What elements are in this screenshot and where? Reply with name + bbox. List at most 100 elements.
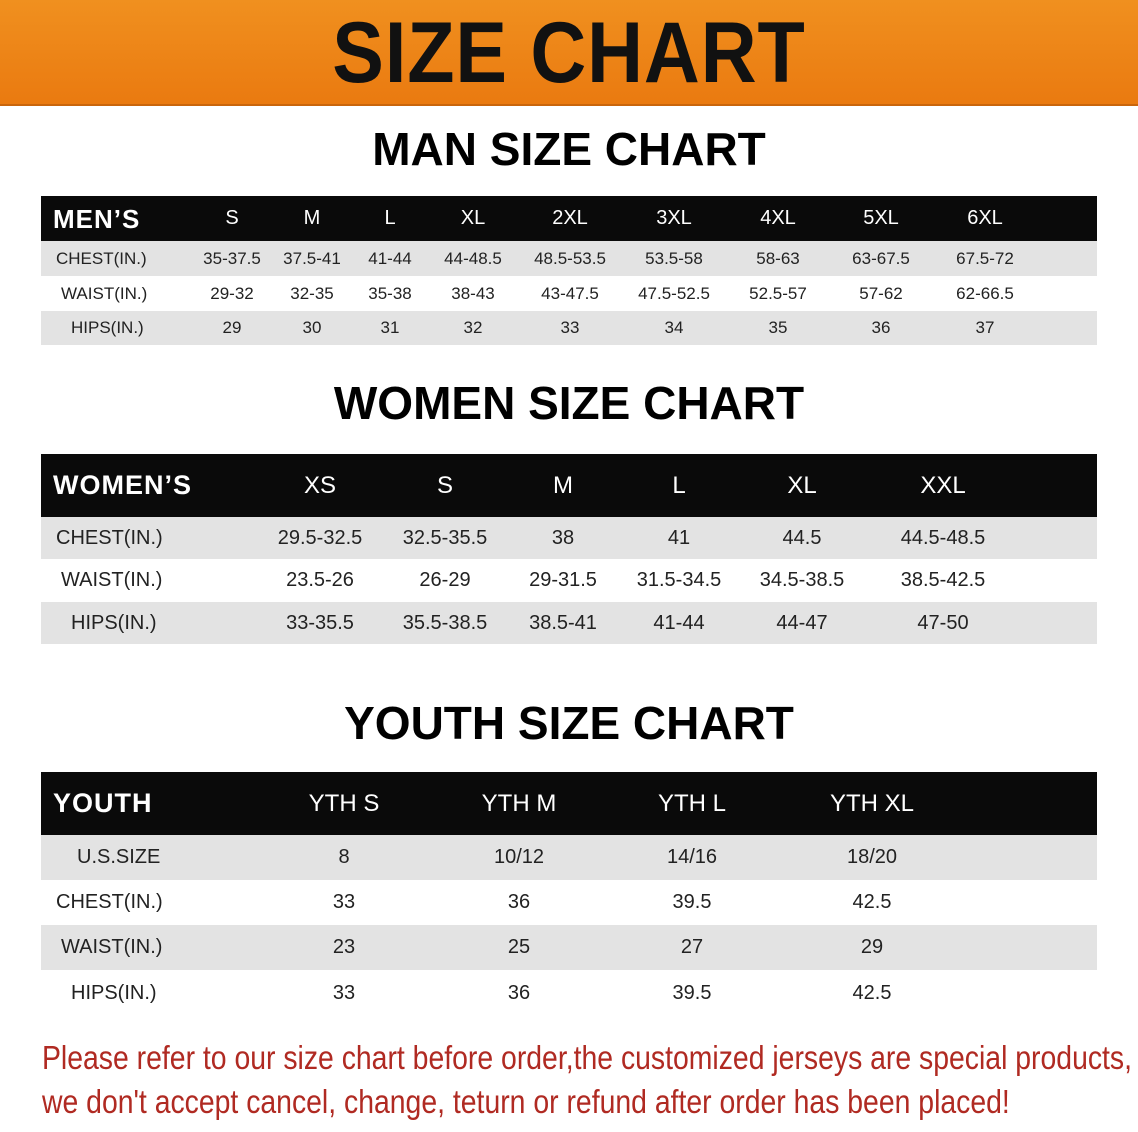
table-cell: 29.5-32.5 — [277, 526, 363, 549]
row-label: CHEST(IN.) — [56, 526, 163, 549]
size-header-yth-s: YTH S — [308, 789, 380, 817]
size-header-5xl: 5XL — [863, 207, 899, 229]
table-row: U.S.SIZE 8 10/12 14/16 18/20 — [41, 835, 1097, 880]
table-cell: 47.5-52.5 — [638, 283, 710, 303]
order-notice: Please refer to our size chart before or… — [42, 1036, 1133, 1124]
table-cell: 67.5-72 — [956, 248, 1014, 268]
table-row: CHEST(IN.) 33 36 39.5 42.5 — [41, 880, 1097, 925]
table-cell: 42.5 — [852, 981, 892, 1004]
notice-line: Please refer to our size chart before or… — [42, 1039, 1133, 1076]
table-cell: 25 — [507, 936, 531, 958]
table-row: HIPS(IN.) 33-35.5 35.5-38.5 38.5-41 41-44 44-… — [41, 602, 1097, 644]
table-cell: 35.5-38.5 — [402, 611, 488, 634]
table-cell: 29-32 — [210, 283, 254, 303]
table-cell: 32 — [463, 318, 483, 338]
notice-line: we don't accept cancel, change, teturn o… — [42, 1083, 1010, 1120]
table-cell: 31.5-34.5 — [636, 569, 722, 591]
size-header-xl: XL — [460, 207, 486, 229]
table-row: WAIST(IN.) 23.5-26 26-29 29-31.5 31.5-34.5 34… — [41, 559, 1097, 602]
table-row: CHEST(IN.) 35-37.5 37.5-41 41-44 44-48.5 48.5… — [41, 241, 1097, 276]
men-section-title: MAN SIZE CHART — [372, 123, 766, 175]
size-header-yth-m: YTH M — [481, 789, 557, 817]
header-corner-label: YOUTH — [53, 787, 153, 818]
table-cell: 44-47 — [776, 611, 828, 634]
table-cell: 33 — [332, 891, 356, 913]
table-cell: 37.5-41 — [283, 248, 341, 268]
table-cell: 32.5-35.5 — [402, 526, 488, 549]
table-cell: 37 — [975, 318, 995, 338]
table-cell: 33-35.5 — [286, 611, 354, 634]
size-header-yth-l: YTH L — [657, 789, 727, 817]
table-cell: 47-50 — [917, 611, 969, 634]
table-cell: 29-31.5 — [529, 569, 597, 591]
table-cell: 38.5-42.5 — [900, 569, 986, 591]
size-header-xs: XS — [303, 471, 337, 499]
table-cell: 48.5-53.5 — [534, 248, 606, 268]
banner-title: SIZE CHART — [332, 5, 806, 101]
table-cell: 38.5-41 — [529, 611, 597, 634]
table-cell: 29 — [860, 936, 884, 958]
men-header-row: MEN’S S M L XL 2XL 3XL 4XL 5XL 6XL — [41, 196, 1097, 241]
table-cell: 27 — [680, 936, 704, 958]
size-header-yth-xl: YTH XL — [829, 789, 915, 817]
table-cell: 33 — [560, 318, 580, 338]
table-row: HIPS(IN.) 29 30 31 32 33 34 35 36 37 — [41, 311, 1097, 345]
row-label: WAIST(IN.) — [61, 569, 163, 591]
table-row: HIPS(IN.) 33 36 39.5 42.5 — [41, 970, 1097, 1016]
header-corner-label: MEN’S — [53, 203, 141, 234]
table-cell: 32-35 — [290, 283, 334, 303]
table-cell: 39.5 — [672, 981, 712, 1004]
table-cell: 33 — [332, 981, 356, 1004]
size-header-l: L — [672, 471, 686, 499]
row-label: WAIST(IN.) — [61, 936, 163, 958]
size-header-xxl: XXL — [920, 471, 966, 499]
size-header-xl: XL — [787, 471, 817, 499]
table-cell: 44-48.5 — [444, 248, 502, 268]
size-header-6xl: 6XL — [967, 207, 1003, 229]
table-cell: 41-44 — [653, 611, 705, 634]
table-cell: 26-29 — [419, 569, 471, 591]
table-cell: 36 — [507, 891, 531, 913]
table-cell: 23 — [332, 936, 356, 958]
youth-header-row: YOUTH YTH S YTH M YTH L YTH XL — [41, 772, 1097, 835]
banner: SIZE CHART — [0, 0, 1138, 106]
table-cell: 62-66.5 — [956, 283, 1014, 303]
youth-section-title: YOUTH SIZE CHART — [344, 697, 794, 749]
table-cell: 43-47.5 — [541, 283, 599, 303]
table-cell: 53.5-58 — [645, 248, 703, 268]
row-label: CHEST(IN.) — [56, 248, 147, 268]
table-cell: 38 — [551, 526, 575, 549]
table-cell: 36 — [871, 318, 891, 338]
size-header-s: S — [225, 207, 239, 229]
table-cell: 30 — [302, 318, 322, 338]
table-cell: 34.5-38.5 — [759, 569, 845, 591]
table-cell: 35-38 — [368, 283, 412, 303]
table-cell: 42.5 — [852, 891, 892, 913]
size-header-4xl: 4XL — [760, 207, 796, 229]
table-cell: 8 — [338, 846, 350, 868]
row-label: WAIST(IN.) — [61, 283, 148, 303]
size-header-l: L — [384, 207, 396, 229]
table-cell: 44.5-48.5 — [900, 526, 986, 549]
table-cell: 36 — [507, 981, 531, 1004]
table-cell: 14/16 — [666, 846, 718, 868]
table-row: WAIST(IN.) 23 25 27 29 — [41, 925, 1097, 970]
row-label: HIPS(IN.) — [71, 981, 157, 1004]
table-cell: 52.5-57 — [749, 283, 807, 303]
women-section-title: WOMEN SIZE CHART — [333, 377, 805, 429]
table-cell: 44.5 — [782, 526, 822, 549]
men-size-table: MEN’S S M L XL 2XL 3XL 4XL 5XL 6XL CHEST(IN.) 35-37… — [41, 196, 1097, 345]
size-header-m: M — [303, 207, 321, 229]
table-cell: 39.5 — [672, 891, 712, 913]
table-cell: 23.5-26 — [286, 569, 354, 591]
size-header-m: M — [553, 471, 573, 499]
youth-size-table: YOUTH YTH S YTH M YTH L YTH XL U.S.SIZE 8 10/12… — [41, 772, 1097, 1016]
table-cell: 35 — [768, 318, 788, 338]
table-cell: 35-37.5 — [203, 248, 261, 268]
table-cell: 29 — [222, 318, 242, 338]
row-label: U.S.SIZE — [77, 846, 161, 868]
table-cell: 38-43 — [451, 283, 495, 303]
row-label: HIPS(IN.) — [71, 318, 144, 338]
table-row: WAIST(IN.) 29-32 32-35 35-38 38-43 43-47.5 47.… — [41, 276, 1097, 311]
row-label: CHEST(IN.) — [56, 891, 163, 913]
